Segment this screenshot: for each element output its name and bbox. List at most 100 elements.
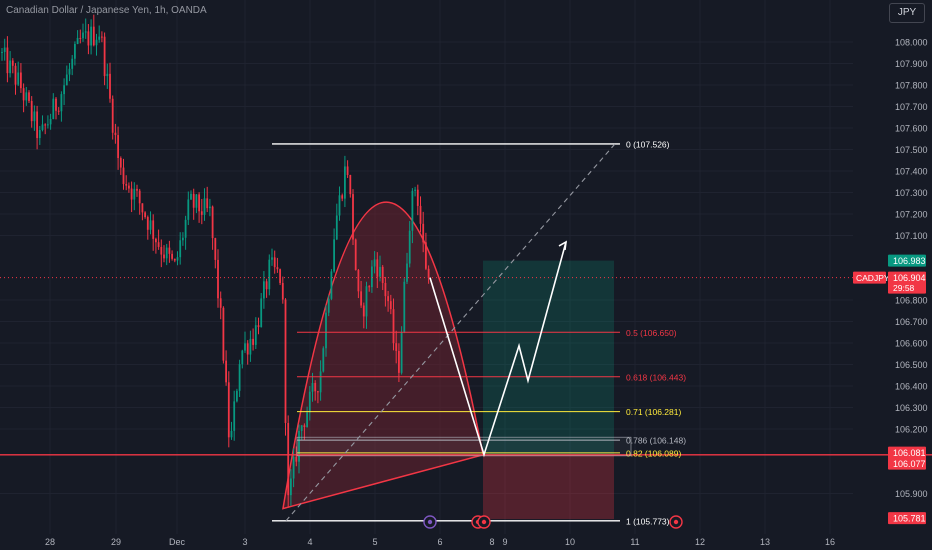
candle-body	[9, 60, 11, 74]
candle-body	[111, 98, 114, 133]
price-badge	[888, 457, 926, 470]
fib-level-label: 0.71 (106.281)	[626, 407, 681, 417]
candle-body	[206, 198, 209, 209]
candle-body	[298, 430, 300, 462]
candle-body	[249, 338, 252, 355]
candle-body	[57, 110, 60, 112]
candle-body	[411, 190, 414, 231]
candle-body	[376, 259, 379, 277]
candle-body	[14, 65, 17, 85]
fib-level-label: 0 (107.526)	[626, 139, 670, 149]
candle-body	[419, 205, 422, 224]
time-axis-label: Dec	[169, 537, 186, 547]
candle-body	[306, 412, 308, 427]
candle-body	[36, 111, 38, 139]
candle-body	[314, 382, 317, 392]
candle-body	[344, 166, 346, 199]
projection-arrowhead	[558, 240, 567, 251]
candle-body	[341, 195, 344, 199]
candle-body	[125, 184, 128, 186]
candle-body	[222, 307, 225, 361]
candle-body	[408, 230, 411, 264]
candle-body	[330, 271, 333, 299]
candle-body	[244, 343, 246, 351]
time-axis-label: 6	[437, 537, 442, 547]
price-badge	[888, 512, 926, 525]
price-badge-text: 106.077	[893, 459, 926, 469]
candle-body	[279, 269, 281, 283]
candle-body	[281, 282, 284, 300]
price-axis-label: 107.300	[895, 188, 928, 198]
candle-body	[200, 211, 203, 215]
candle-body	[381, 266, 384, 284]
candle-body	[368, 286, 371, 288]
event-icon-dot	[481, 519, 487, 525]
candle-body	[119, 158, 122, 168]
candle-body	[128, 185, 130, 189]
price-axis-label: 107.500	[895, 145, 928, 155]
price-axis-label: 106.400	[895, 382, 928, 392]
candle-body	[68, 68, 71, 75]
last-price-text: 106.904	[893, 273, 926, 283]
candle-body	[38, 129, 41, 139]
symbol-badge-text: CADJPY	[856, 273, 890, 283]
projection-path	[429, 241, 567, 458]
candle-body	[138, 190, 141, 204]
candle-body	[84, 31, 87, 33]
candle-body	[76, 37, 79, 44]
candle-body	[349, 175, 352, 195]
candle-body	[416, 189, 419, 206]
candle-body	[130, 188, 133, 200]
candle-body	[195, 194, 198, 208]
candle-body	[152, 220, 155, 239]
price-badge	[888, 446, 926, 459]
candle-body	[241, 350, 244, 365]
candle-body	[98, 36, 101, 40]
candle-body	[6, 47, 9, 74]
time-axis-label: 29	[111, 537, 121, 547]
countdown-text: 29:58	[893, 283, 915, 293]
candle-body	[179, 240, 182, 258]
candle-body	[246, 343, 249, 355]
candle-body	[25, 92, 28, 101]
candle-body	[106, 73, 109, 77]
time-axis-label: 16	[825, 537, 835, 547]
candle-body	[203, 198, 206, 215]
candle-body	[427, 268, 430, 279]
candle-body	[217, 259, 219, 299]
candle-body	[168, 247, 171, 254]
candle-body	[60, 94, 63, 112]
long-position-profit-zone	[483, 260, 614, 455]
price-badge	[888, 254, 926, 267]
candle-body	[384, 283, 387, 297]
candle-body	[17, 72, 20, 85]
candle-body	[284, 299, 287, 423]
candle-body	[63, 85, 65, 95]
candle-body	[114, 132, 117, 136]
candle-body	[184, 219, 187, 238]
candle-body	[165, 247, 168, 259]
candle-body	[90, 26, 92, 46]
time-axis-label: 9	[502, 537, 507, 547]
dashed-trend-line	[285, 143, 616, 522]
candle-body	[176, 257, 179, 261]
fib-level-label: 0.5 (106.650)	[626, 328, 677, 338]
time-axis-label: 3	[242, 537, 247, 547]
candle-body	[65, 74, 68, 86]
candle-body	[346, 166, 349, 176]
candle-body	[354, 239, 357, 271]
time-axis-label: 10	[565, 537, 575, 547]
currency-button[interactable]: JPY	[889, 3, 925, 23]
time-axis-label: 5	[372, 537, 377, 547]
candle-body	[387, 296, 389, 302]
candle-body	[233, 401, 236, 431]
candle-body	[146, 217, 149, 230]
candle-body	[49, 118, 52, 125]
time-axis-label: 11	[630, 537, 639, 547]
rounded-top-arc	[282, 201, 484, 510]
candle-body	[230, 430, 233, 438]
candle-body	[403, 281, 406, 333]
candle-body	[379, 266, 381, 277]
candle-body	[95, 39, 98, 46]
